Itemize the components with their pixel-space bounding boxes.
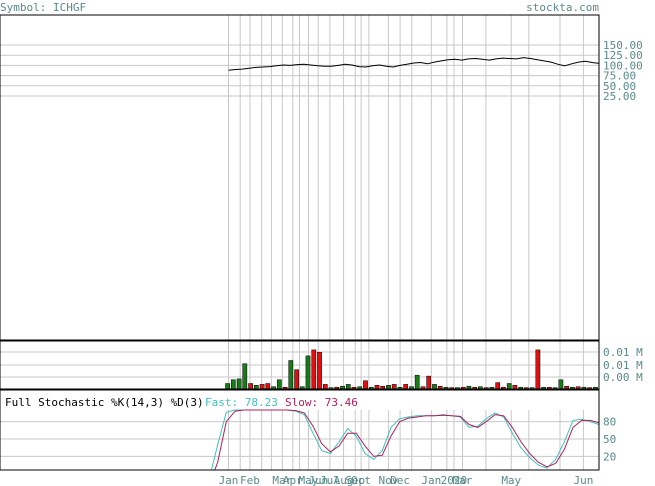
volume-bar bbox=[403, 384, 409, 390]
fast-label: Fast: 78.23 bbox=[205, 396, 278, 409]
x-tick-label: Jul bbox=[320, 474, 340, 486]
volume-bar bbox=[230, 379, 236, 390]
stochastic-frame bbox=[0, 389, 600, 471]
site-label: stockta.com bbox=[526, 1, 599, 14]
volume-bar bbox=[288, 360, 294, 390]
x-tick-label: Mar bbox=[453, 474, 473, 486]
volume-tick-label: 0.01 M bbox=[603, 359, 643, 372]
volume-bar bbox=[426, 375, 432, 390]
volume-bar bbox=[225, 383, 230, 390]
price-tick-label: 150.00 bbox=[603, 39, 643, 52]
volume-bar bbox=[432, 384, 437, 390]
volume-bar bbox=[253, 385, 259, 390]
x-tick-label: Jan bbox=[421, 474, 441, 486]
volume-bar bbox=[512, 385, 518, 390]
volume-bar bbox=[535, 349, 541, 390]
volume-bar bbox=[305, 355, 311, 390]
stochastic-title: Full Stochastic %K(14,3) %D(3) bbox=[5, 396, 204, 409]
x-tick-label: Nov bbox=[378, 474, 398, 486]
volume-tick-label: 0.00 M bbox=[603, 371, 643, 384]
volume-bar bbox=[311, 349, 317, 390]
x-tick-label: Apr bbox=[283, 474, 303, 486]
slow-line bbox=[214, 409, 599, 470]
price-tick-label: 75.00 bbox=[603, 70, 636, 83]
stochastic-tick-label: 80 bbox=[603, 416, 616, 429]
volume-bar bbox=[414, 374, 420, 390]
volume-bar bbox=[248, 383, 253, 390]
volume-bar bbox=[495, 382, 501, 390]
price-tick-label: 50.00 bbox=[603, 80, 636, 93]
stochastic-panel: Full Stochastic %K(14,3) %D(3) Fast: 78.… bbox=[0, 389, 616, 471]
volume-bar bbox=[317, 351, 322, 390]
x-tick-label: Jan bbox=[219, 474, 239, 486]
volume-bar bbox=[345, 384, 351, 390]
price-line bbox=[228, 57, 600, 71]
volume-panel: 0.01 M0.01 M0.00 M bbox=[0, 340, 643, 390]
volume-bar bbox=[242, 363, 248, 390]
volume-bar bbox=[236, 378, 242, 390]
price-tick-label: 100.00 bbox=[603, 59, 643, 72]
volume-tick-label: 0.01 M bbox=[603, 346, 643, 359]
volume-bar bbox=[294, 369, 299, 390]
stochastic-tick-label: 50 bbox=[603, 433, 616, 446]
x-tick-label: Jun bbox=[308, 474, 328, 486]
x-tick-label: Sep bbox=[345, 474, 365, 486]
x-tick-label: 2020 bbox=[441, 474, 468, 486]
volume-bar bbox=[363, 380, 368, 390]
volume-bar bbox=[506, 383, 512, 390]
price-frame bbox=[0, 14, 600, 341]
x-tick-label: Mar bbox=[272, 474, 292, 486]
x-tick-label: Feb bbox=[240, 474, 260, 486]
volume-bar bbox=[391, 384, 397, 390]
x-tick-label: Oct bbox=[351, 474, 371, 486]
price-tick-label: 25.00 bbox=[603, 90, 636, 103]
x-tick-label: May bbox=[501, 474, 521, 486]
volume-frame bbox=[0, 340, 600, 390]
volume-bar bbox=[259, 384, 265, 390]
stochastic-tick-label: 20 bbox=[603, 450, 616, 463]
price-tick-label: 125.00 bbox=[603, 49, 643, 62]
x-tick-label: Aug bbox=[334, 474, 354, 486]
volume-bar bbox=[558, 379, 564, 390]
volume-bar bbox=[322, 384, 328, 390]
volume-bar bbox=[276, 379, 282, 390]
x-tick-label: Jun bbox=[573, 474, 593, 486]
volume-bar bbox=[265, 383, 271, 390]
x-tick-label: May bbox=[299, 474, 319, 486]
volume-bar bbox=[374, 385, 380, 390]
slow-label: Slow: 73.46 bbox=[285, 396, 358, 409]
x-tick-label: Dec bbox=[390, 474, 410, 486]
volume-bar bbox=[386, 385, 391, 390]
symbol-label: Symbol: ICHGF bbox=[0, 1, 86, 14]
